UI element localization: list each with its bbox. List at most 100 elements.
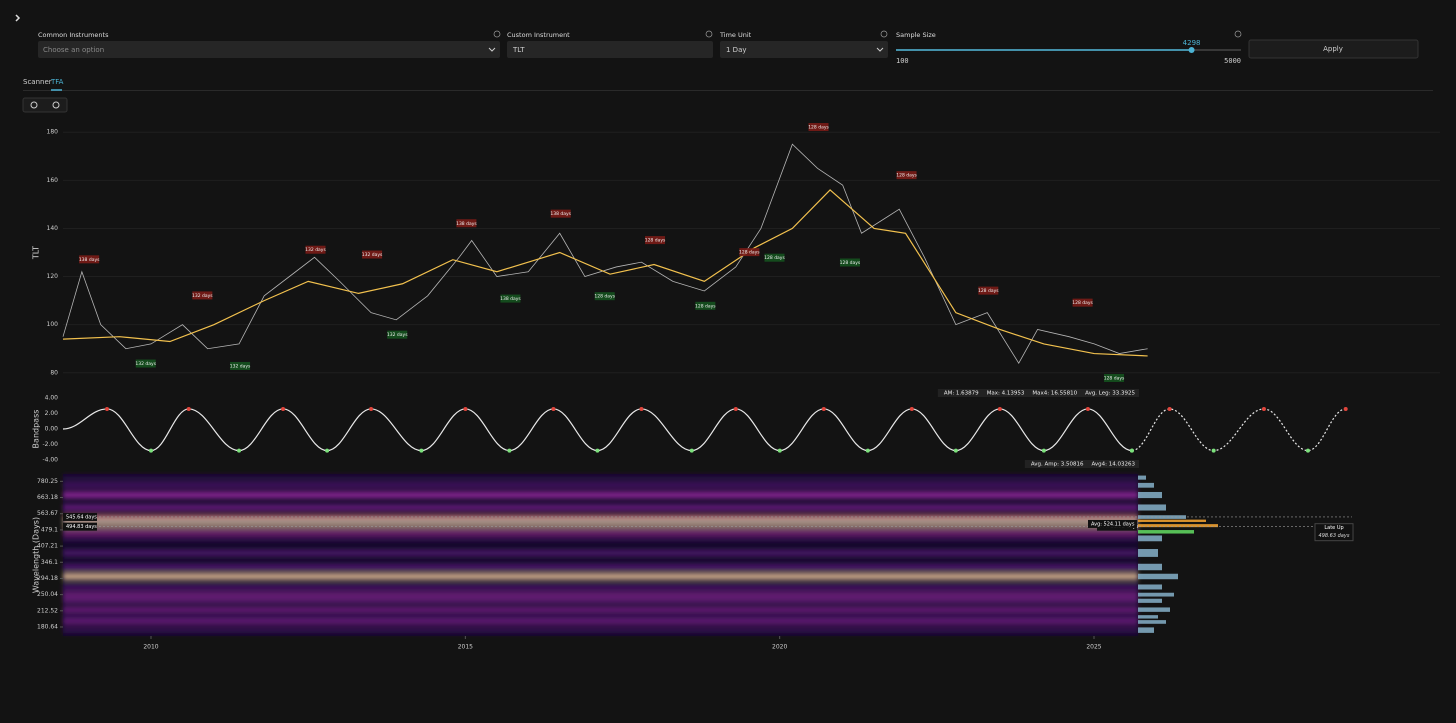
cycle-marker <box>550 209 571 218</box>
extremum-dot <box>463 406 468 411</box>
cycle-marker <box>739 248 760 257</box>
x-tick-label: 2010 <box>143 644 158 651</box>
chevron <box>488 47 496 52</box>
extremum-dot <box>325 448 330 453</box>
extremum-dot <box>1343 406 1348 411</box>
histogram-bar <box>1138 530 1194 534</box>
text-input[interactable] <box>507 41 713 58</box>
histogram-bar <box>1138 592 1174 597</box>
extremum-dot <box>1211 448 1216 453</box>
extremum-dot <box>777 448 782 453</box>
cycle-marker <box>387 330 408 339</box>
cycle-label: 132 days <box>192 293 213 299</box>
tab[interactable]: TFA <box>50 78 64 86</box>
histogram-bar <box>1138 491 1162 499</box>
apply-button[interactable] <box>1248 39 1419 59</box>
histogram-bar <box>1138 482 1154 488</box>
extremum-dot <box>733 406 738 411</box>
tool-buttons[interactable] <box>22 97 68 113</box>
cycle-marker <box>808 123 829 132</box>
cycle-label: 138 days <box>456 221 477 227</box>
cycle-label: 128 days <box>896 173 917 179</box>
phase-box <box>1314 523 1354 542</box>
histogram-bar <box>1138 607 1170 612</box>
extremum-dot <box>507 448 512 453</box>
cycle-marker <box>695 301 716 310</box>
extremum-dot <box>1085 406 1090 411</box>
extremum-dot <box>909 406 914 411</box>
extremum-dot <box>689 448 694 453</box>
extremum-dot <box>237 448 242 453</box>
cycle-marker <box>896 171 917 180</box>
heatmap-band <box>63 530 1138 534</box>
extremum-dot <box>1129 448 1134 453</box>
tool-icon[interactable] <box>52 101 60 109</box>
heatmap-band <box>63 598 1138 603</box>
cycle-label: 128 days <box>764 255 785 261</box>
slider-handle[interactable] <box>1188 47 1195 53</box>
cycle-marker <box>79 255 100 264</box>
stat-label: Avg. Amp: 3.50816 <box>1031 462 1084 468</box>
histogram-bar <box>1138 549 1158 557</box>
cycle-label: 132 days <box>230 363 251 369</box>
extremum-dot <box>865 448 870 453</box>
cycle-label: 132 days <box>362 252 383 258</box>
y-tick-label: 479.1 <box>41 526 58 533</box>
cycle-label: 132 days <box>305 247 326 253</box>
series-line <box>62 143 1148 364</box>
histogram-bar <box>1138 519 1206 522</box>
cursor-box <box>63 522 97 531</box>
y-tick-label: -2.00 <box>42 441 58 448</box>
series-line <box>62 189 1148 357</box>
y-tick-label: 563.67 <box>37 510 58 517</box>
y-tick-label: 663.18 <box>37 494 58 501</box>
extremum-dot <box>595 448 600 453</box>
slider-value: 4298 <box>1183 39 1201 47</box>
histogram-bar <box>1138 598 1162 603</box>
cycle-marker <box>500 294 521 303</box>
extremum-dot <box>1167 406 1172 411</box>
heatmap <box>63 475 1138 633</box>
extremum-dot <box>281 406 286 411</box>
cycle-label: 128 days <box>1104 375 1125 381</box>
cycle-label: 128 days <box>594 294 615 300</box>
cycle-label: 138 days <box>550 211 571 217</box>
cycle-label: 128 days <box>1072 300 1093 306</box>
cycle-label: 128 days <box>978 288 999 294</box>
heatmap-band <box>63 584 1138 590</box>
cycle-marker <box>192 291 213 300</box>
y-tick-label: 212.52 <box>37 607 58 614</box>
cycle-marker <box>305 245 326 254</box>
heatmap-band <box>63 573 1138 580</box>
cycle-label: 128 days <box>808 125 829 131</box>
control-label: Custom Instrument <box>507 31 570 39</box>
histogram-bar <box>1138 627 1154 633</box>
cycle-label: 128 days <box>739 250 760 256</box>
histogram-bar <box>1138 620 1166 624</box>
tool-icon[interactable] <box>30 101 38 109</box>
slider-max: 5000 <box>1224 57 1241 65</box>
y-axis-label: TLT <box>32 246 41 260</box>
select[interactable] <box>38 41 500 58</box>
stat-box <box>1024 460 1139 468</box>
y-axis-label: Bandpass <box>32 410 41 449</box>
y-tick-label: 407.21 <box>37 543 58 550</box>
y-tick-label: 4.00 <box>45 395 59 402</box>
cycle-marker <box>230 361 251 370</box>
sidebar-toggle[interactable] <box>15 14 21 22</box>
cycle-marker <box>645 236 666 245</box>
help-icons <box>493 30 1242 38</box>
cycle-label: 128 days <box>840 260 861 266</box>
heatmap-band <box>63 475 1138 480</box>
stat-box <box>937 389 1139 397</box>
extremum-dot <box>1305 448 1310 453</box>
y-tick-label: 100 <box>47 321 59 328</box>
select-value: 1 Day <box>726 46 747 54</box>
select[interactable] <box>720 41 888 58</box>
stat-label: AM: 1.63879 <box>944 391 979 397</box>
tab[interactable]: Scanner <box>23 78 52 86</box>
y-tick-label: 346.1 <box>41 559 58 566</box>
cycle-label: 132 days <box>387 332 408 338</box>
x-tick-label: 2015 <box>458 644 473 651</box>
